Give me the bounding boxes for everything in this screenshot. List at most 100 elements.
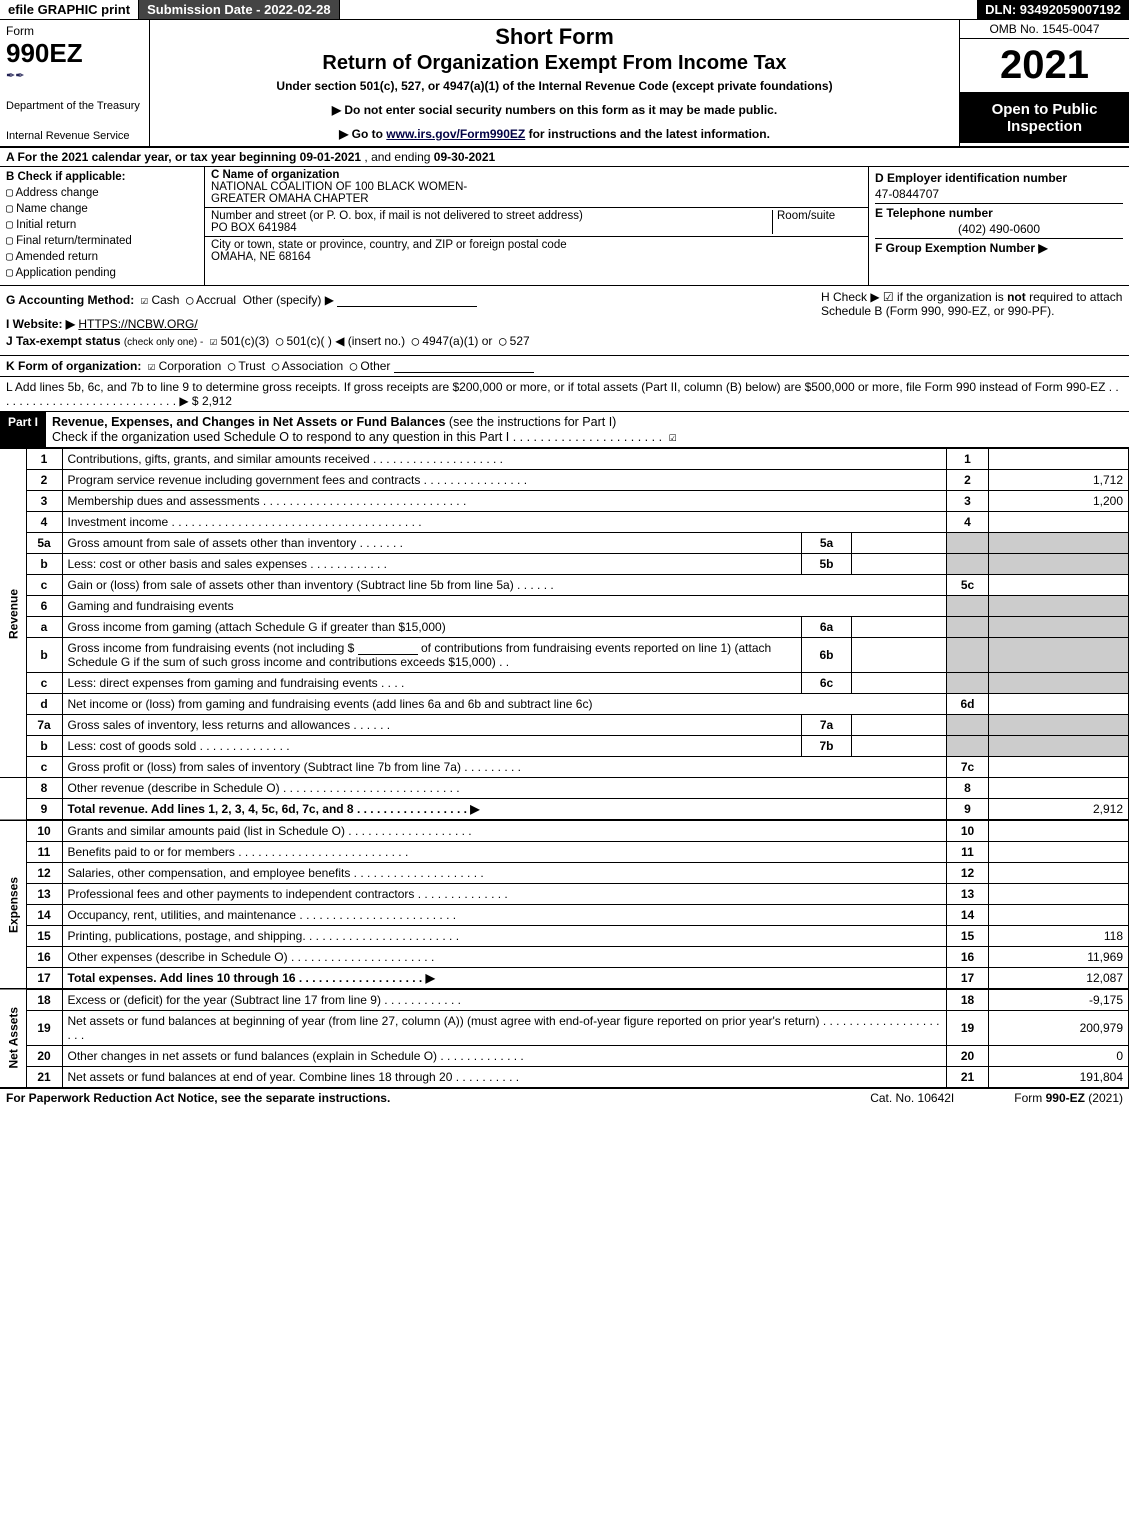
- desc-17: Total expenses. Add lines 10 through 16 …: [62, 968, 947, 990]
- dept-irs: Internal Revenue Service: [6, 130, 143, 142]
- col-b: B Check if applicable: ▢ Address change …: [0, 167, 205, 285]
- check-501c[interactable]: ◯: [276, 334, 283, 348]
- dln-label: DLN: 93492059007192: [977, 0, 1129, 19]
- check-schedule-o[interactable]: ☑: [669, 429, 677, 444]
- val-2: 1,712: [989, 470, 1129, 491]
- desc-19: Net assets or fund balances at beginning…: [62, 1011, 947, 1046]
- desc-13: Professional fees and other payments to …: [62, 884, 947, 905]
- desc-21: Net assets or fund balances at end of ye…: [62, 1067, 947, 1088]
- ln-14: 14: [26, 905, 62, 926]
- check-amended-return[interactable]: ▢: [6, 249, 13, 263]
- check-other-org[interactable]: ◯: [350, 359, 357, 373]
- num-8: 8: [947, 778, 989, 799]
- sub-5a: 5a: [802, 533, 852, 554]
- k-3: Other: [360, 359, 390, 373]
- val-6b-shade: [989, 638, 1129, 673]
- row-6d: d Net income or (loss) from gaming and f…: [0, 694, 1129, 715]
- check-cash[interactable]: ☑: [141, 293, 148, 307]
- desc-9-b: Total revenue. Add lines 1, 2, 3, 4, 5c,…: [68, 802, 480, 816]
- k-label: K Form of organization:: [6, 359, 141, 373]
- feather-icon: ✒✒: [6, 69, 143, 82]
- row-6: 6 Gaming and fundraising events: [0, 596, 1129, 617]
- row-13: 13 Professional fees and other payments …: [0, 884, 1129, 905]
- desc-8: Other revenue (describe in Schedule O) .…: [62, 778, 947, 799]
- ln-20: 20: [26, 1046, 62, 1067]
- footer-catno: Cat. No. 10642I: [870, 1091, 954, 1105]
- b-opt-2: Initial return: [16, 219, 76, 231]
- check-name-change[interactable]: ▢: [6, 201, 13, 215]
- subval-6b: [852, 638, 947, 673]
- val-19: 200,979: [989, 1011, 1129, 1046]
- check-corporation[interactable]: ☑: [148, 359, 155, 373]
- check-application-pending[interactable]: ▢: [6, 265, 13, 279]
- row-21: 21 Net assets or fund balances at end of…: [0, 1067, 1129, 1088]
- num-5a-shade: [947, 533, 989, 554]
- val-14: [989, 905, 1129, 926]
- city-label: City or town, state or province, country…: [211, 239, 567, 251]
- ln-6d: d: [26, 694, 62, 715]
- ln-4: 4: [26, 512, 62, 533]
- desc-7a: Gross sales of inventory, less returns a…: [62, 715, 802, 736]
- subval-6c: [852, 673, 947, 694]
- g-other-blank[interactable]: [337, 295, 477, 307]
- check-initial-return[interactable]: ▢: [6, 217, 13, 231]
- row-11: 11 Benefits paid to or for members . . .…: [0, 842, 1129, 863]
- k-1: Trust: [238, 359, 265, 373]
- section-bcdef: B Check if applicable: ▢ Address change …: [0, 167, 1129, 286]
- val-20: 0: [989, 1046, 1129, 1067]
- website-value[interactable]: HTTPS://NCBW.ORG/: [78, 317, 197, 331]
- blank-6b[interactable]: [358, 643, 418, 655]
- num-17: 17: [947, 968, 989, 990]
- desc-5c: Gain or (loss) from sale of assets other…: [62, 575, 947, 596]
- dept-treasury: Department of the Treasury: [6, 100, 143, 112]
- num-12: 12: [947, 863, 989, 884]
- check-4947[interactable]: ◯: [412, 334, 419, 348]
- h-box: H Check ▶ ☑ if the organization is not r…: [813, 290, 1123, 351]
- side-netassets: Net Assets: [0, 989, 26, 1088]
- check-trust[interactable]: ◯: [228, 359, 235, 373]
- num-7b-shade: [947, 736, 989, 757]
- desc-10: Grants and similar amounts paid (list in…: [62, 820, 947, 842]
- check-address-change[interactable]: ▢: [6, 185, 13, 199]
- val-6a-shade: [989, 617, 1129, 638]
- num-19: 19: [947, 1011, 989, 1046]
- sub-7b: 7b: [802, 736, 852, 757]
- h-text1: H Check ▶ ☑ if the organization is: [821, 290, 1007, 304]
- g-label: G Accounting Method:: [6, 293, 134, 307]
- num-15: 15: [947, 926, 989, 947]
- val-7c: [989, 757, 1129, 778]
- title-return: Return of Organization Exempt From Incom…: [158, 52, 951, 75]
- ghij-left: G Accounting Method: ☑ Cash ◯ Accrual Ot…: [6, 290, 813, 351]
- b-opt-5: Application pending: [16, 267, 116, 279]
- ln-6: 6: [26, 596, 62, 617]
- ln-15: 15: [26, 926, 62, 947]
- desc-14: Occupancy, rent, utilities, and maintena…: [62, 905, 947, 926]
- part1-tag: Part I: [0, 412, 46, 447]
- k-2: Association: [282, 359, 343, 373]
- ln-17: 17: [26, 968, 62, 990]
- omb-number: OMB No. 1545-0047: [960, 20, 1129, 39]
- num-20: 20: [947, 1046, 989, 1067]
- check-527[interactable]: ◯: [499, 334, 506, 348]
- h-not: not: [1007, 290, 1026, 304]
- num-6c-shade: [947, 673, 989, 694]
- check-final-return[interactable]: ▢: [6, 233, 13, 247]
- desc-7c: Gross profit or (loss) from sales of inv…: [62, 757, 947, 778]
- ln-12: 12: [26, 863, 62, 884]
- ln-11: 11: [26, 842, 62, 863]
- footer-right-post: (2021): [1085, 1091, 1123, 1105]
- l-text: L Add lines 5b, 6c, and 7b to line 9 to …: [6, 380, 1119, 408]
- ln-21: 21: [26, 1067, 62, 1088]
- goto-link[interactable]: www.irs.gov/Form990EZ: [386, 127, 525, 141]
- check-accrual[interactable]: ◯: [186, 293, 193, 307]
- num-7a-shade: [947, 715, 989, 736]
- desc-6: Gaming and fundraising events: [62, 596, 947, 617]
- j-4: 527: [510, 334, 530, 348]
- part1-title: Revenue, Expenses, and Changes in Net As…: [52, 415, 449, 429]
- i-label: I Website: ▶: [6, 317, 75, 331]
- check-501c3[interactable]: ☑: [210, 334, 217, 348]
- row-10: Expenses 10 Grants and similar amounts p…: [0, 820, 1129, 842]
- k-other-blank[interactable]: [394, 361, 534, 373]
- check-association[interactable]: ◯: [272, 359, 279, 373]
- ein-value: 47-0844707: [875, 187, 1123, 201]
